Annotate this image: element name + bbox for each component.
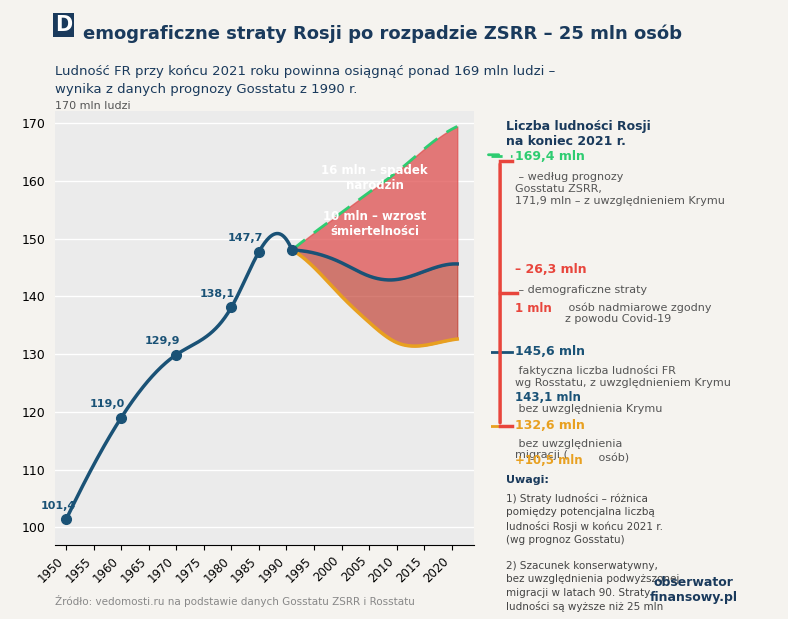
Text: 138,1: 138,1 bbox=[200, 289, 235, 299]
Text: 171,9 mln – z uwzględnieniem Krymu: 171,9 mln – z uwzględnieniem Krymu bbox=[515, 196, 724, 206]
Text: bez uwzględnienia
migracji (: bez uwzględnienia migracji ( bbox=[515, 438, 622, 460]
Text: 132,6 mln: 132,6 mln bbox=[515, 419, 585, 432]
Text: Uwagi:: Uwagi: bbox=[506, 475, 548, 485]
Text: 145,6 mln: 145,6 mln bbox=[515, 345, 585, 358]
Text: 169,4 mln: 169,4 mln bbox=[515, 150, 585, 163]
Text: osób): osób) bbox=[596, 454, 630, 464]
Text: 143,1 mln: 143,1 mln bbox=[515, 391, 581, 404]
Text: D: D bbox=[55, 15, 72, 35]
Text: osób nadmiarowe zgodny
z powodu Covid-19: osób nadmiarowe zgodny z powodu Covid-19 bbox=[565, 302, 712, 324]
Text: 101,4: 101,4 bbox=[40, 501, 76, 511]
Text: 16 mln – spadek
narodzin: 16 mln – spadek narodzin bbox=[322, 164, 428, 192]
Text: – demograficzne straty: – demograficzne straty bbox=[515, 285, 647, 295]
Text: 119,0: 119,0 bbox=[90, 399, 125, 409]
Text: obserwator
finansowy.pl: obserwator finansowy.pl bbox=[649, 576, 738, 604]
Text: 10 mln – wzrost
śmiertelności: 10 mln – wzrost śmiertelności bbox=[323, 210, 426, 238]
Text: Źródło: vedomosti.ru na podstawie danych Gosstatu ZSRR i Rosstatu: Źródło: vedomosti.ru na podstawie danych… bbox=[55, 595, 415, 607]
Text: Ludność FR przy końcu 2021 roku powinna osiągnąć ponad 169 mln ludzi –
wynika z : Ludność FR przy końcu 2021 roku powinna … bbox=[55, 65, 556, 96]
Text: – 26,3 mln: – 26,3 mln bbox=[515, 263, 586, 276]
Text: 1) Straty ludności – różnica
pomiędzy potencjalna liczbą
ludności Rosji w końcu : 1) Straty ludności – różnica pomiędzy po… bbox=[506, 493, 679, 612]
Text: 129,9: 129,9 bbox=[145, 336, 180, 346]
Text: +10,5 mln: +10,5 mln bbox=[515, 454, 582, 467]
Text: 147,7: 147,7 bbox=[228, 233, 263, 243]
Text: 1 mln: 1 mln bbox=[515, 302, 552, 315]
Text: faktyczna liczba ludności FR
wg Rosstatu, z uwzględnieniem Krymu: faktyczna liczba ludności FR wg Rosstatu… bbox=[515, 365, 730, 387]
Text: Liczba ludności Rosji
na koniec 2021 r.: Liczba ludności Rosji na koniec 2021 r. bbox=[506, 120, 651, 148]
Text: – według prognozy
Gosstatu ZSRR,: – według prognozy Gosstatu ZSRR, bbox=[515, 172, 623, 194]
Text: 170 mln ludzi: 170 mln ludzi bbox=[55, 100, 131, 111]
Text: bez uwzględnienia Krymu: bez uwzględnienia Krymu bbox=[515, 404, 662, 414]
Text: emograficzne straty Rosji po rozpadzie ZSRR – 25 mln osób: emograficzne straty Rosji po rozpadzie Z… bbox=[83, 25, 682, 43]
